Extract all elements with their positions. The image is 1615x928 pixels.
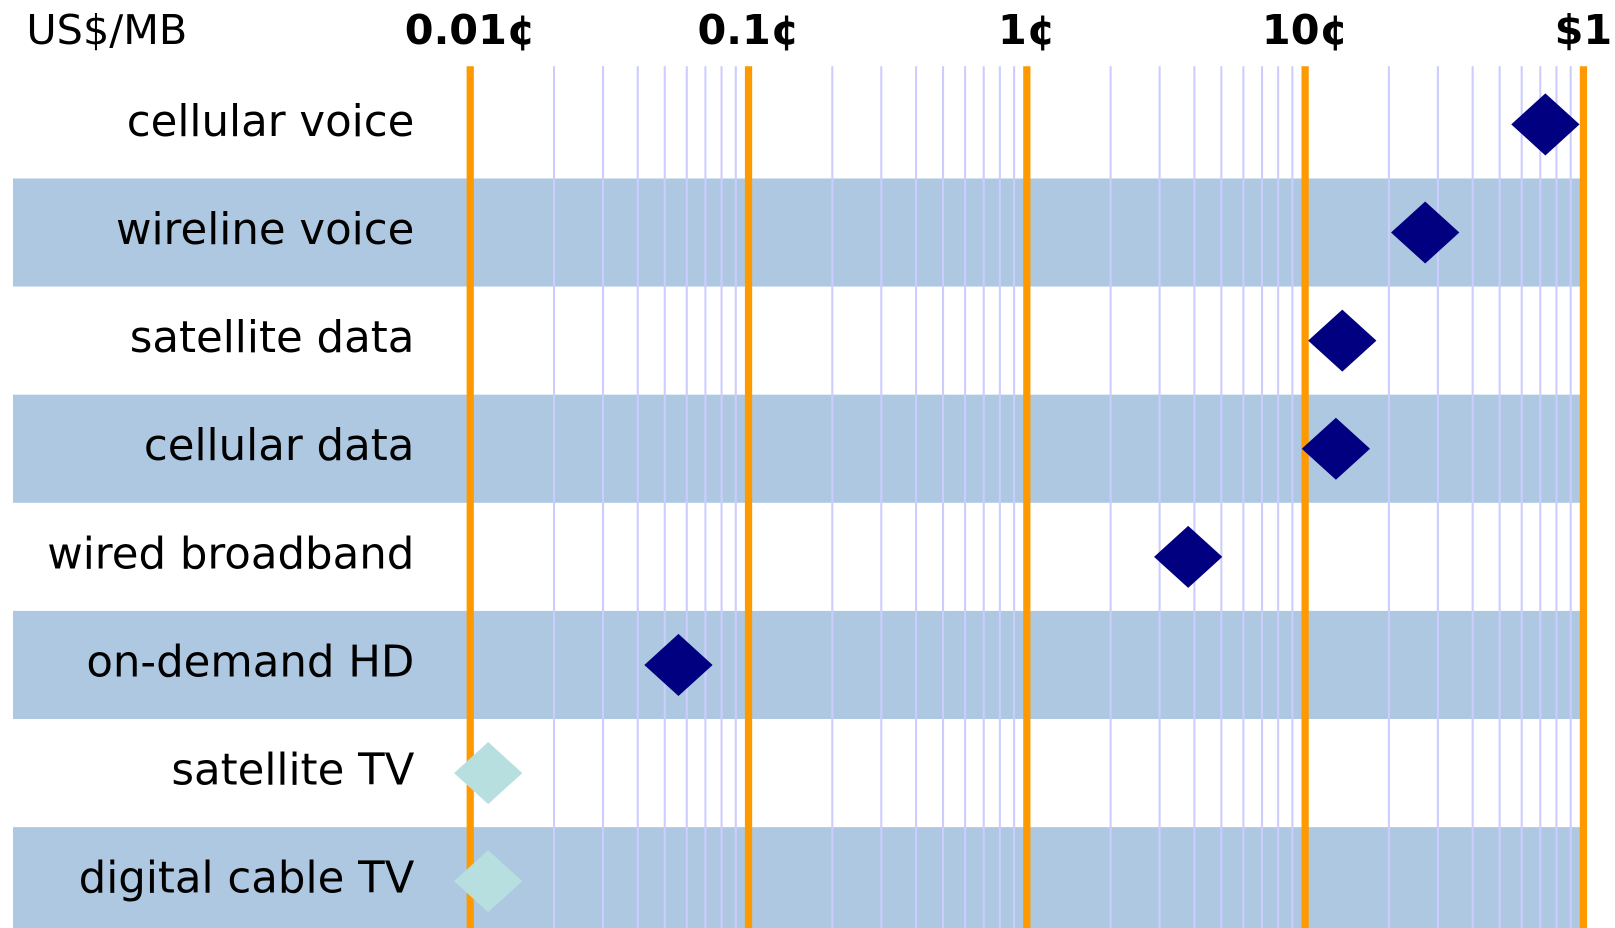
point (1511, 93, 1580, 156)
y-tick-label: cellular data (144, 421, 414, 471)
y-tick-label: satellite TV (171, 746, 414, 796)
y-tick-label: wireline voice (116, 205, 414, 255)
x-tick-label: 0.1¢ (697, 6, 799, 54)
x-tick-label: $1 (1555, 6, 1613, 54)
point (1301, 417, 1371, 480)
y-tick-label: cellular voice (127, 97, 415, 147)
y-tick-label: on-demand HD (86, 637, 414, 687)
row-band (12, 827, 1581, 928)
point (644, 633, 713, 696)
x-tick-label: 0.01¢ (405, 6, 536, 54)
point (1154, 525, 1223, 588)
row-band (12, 610, 1581, 720)
x-tick-label: 10¢ (1262, 6, 1348, 54)
y-tick-label: digital cable TV (79, 854, 415, 904)
x-axis-label: US$/MB (26, 6, 187, 54)
x-tick-label: 1¢ (998, 6, 1056, 54)
y-tick-label: satellite data (130, 313, 415, 363)
point (454, 742, 523, 805)
point (1308, 309, 1377, 372)
point (1391, 201, 1460, 264)
row-band (12, 178, 1581, 287)
y-tick-label: wired broadband (47, 529, 414, 579)
